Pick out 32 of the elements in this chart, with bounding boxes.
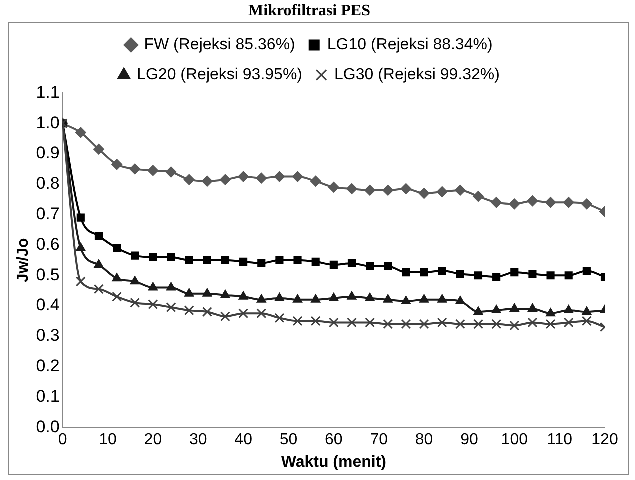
legend-label: LG10 (Rejeksi 88.34%) xyxy=(327,36,493,54)
x-tick-label: 70 xyxy=(370,432,388,449)
y-tick-label: 0.5 xyxy=(36,265,60,284)
y-tick-label: 0.7 xyxy=(36,204,60,224)
x-tick-label: 80 xyxy=(415,432,434,449)
x-tick-label: 120 xyxy=(592,432,618,449)
y-tick-label: 0.4 xyxy=(36,296,60,315)
legend-label: LG20 (Rejeksi 93.95%) xyxy=(137,66,303,84)
x-tick-label: 20 xyxy=(144,432,162,449)
x-axis-title: Waktu (menit) xyxy=(281,454,387,471)
y-tick-label: 0.9 xyxy=(36,144,60,163)
y-tick-label: 0.8 xyxy=(36,174,60,194)
x-tick-label: 50 xyxy=(280,432,298,449)
x-tick-label: 60 xyxy=(325,432,343,449)
y-axis-title: Jw/Jo xyxy=(15,238,32,283)
y-tick-label: 1.0 xyxy=(36,113,60,132)
x-tick-label: 40 xyxy=(234,432,253,449)
y-tick-label: 1.1 xyxy=(36,82,60,102)
y-tick-label: 0.0 xyxy=(36,417,60,436)
y-tick-label: 0.3 xyxy=(36,326,60,346)
y-tick-label: 0.1 xyxy=(36,386,60,406)
legend-label: FW (Rejeksi 85.36%) xyxy=(144,36,296,54)
x-tick-label: 30 xyxy=(189,432,208,449)
x-tick-label: 90 xyxy=(460,432,478,449)
y-tick-label: 0.6 xyxy=(36,234,60,254)
x-tick-label: 100 xyxy=(501,432,528,449)
x-tick-label: 10 xyxy=(99,432,118,449)
x-tick-label: 0 xyxy=(58,432,68,449)
chart-title: Mikrofiltrasi PES xyxy=(248,2,371,20)
y-tick-label: 0.2 xyxy=(36,356,60,376)
x-tick-label: 110 xyxy=(547,432,573,449)
legend-label: LG30 (Rejeksi 99.32%) xyxy=(334,66,500,84)
